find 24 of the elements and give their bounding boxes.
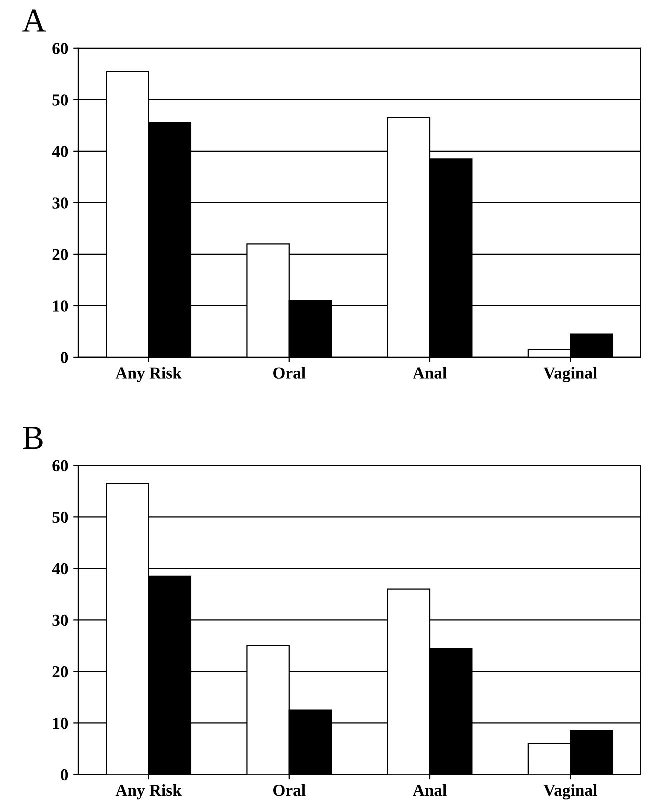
x-tick-label: Vaginal [544,784,598,800]
chart-title: B [23,427,43,450]
x-tick-label: Any Risk [116,367,182,382]
y-tick-label: 60 [52,43,68,54]
x-tick-label: Any Risk [116,784,182,800]
chart-title: A [22,10,46,32]
y-tick-label: 0 [61,352,68,364]
y-tick-label: 50 [52,94,68,106]
x-tick-label: Vaginal [544,367,598,382]
x-tick-label: Anal [413,784,447,796]
y-tick-label: 20 [52,249,68,260]
y-tick-label: 40 [52,563,68,575]
y-tick-label: 40 [52,146,68,158]
y-tick-label: 60 [52,460,68,472]
y-tick-label: 20 [52,666,68,678]
x-tick-label: Anal [413,367,447,379]
y-tick-label: 30 [52,614,68,626]
y-tick-label: 30 [52,198,68,209]
y-tick-label: 10 [53,300,68,312]
y-tick-label: 0 [61,769,68,781]
x-tick-label: Oral [274,784,306,796]
x-tick-label: Oral [274,367,306,379]
y-tick-label: 10 [53,718,68,730]
y-tick-label: 50 [52,512,68,524]
